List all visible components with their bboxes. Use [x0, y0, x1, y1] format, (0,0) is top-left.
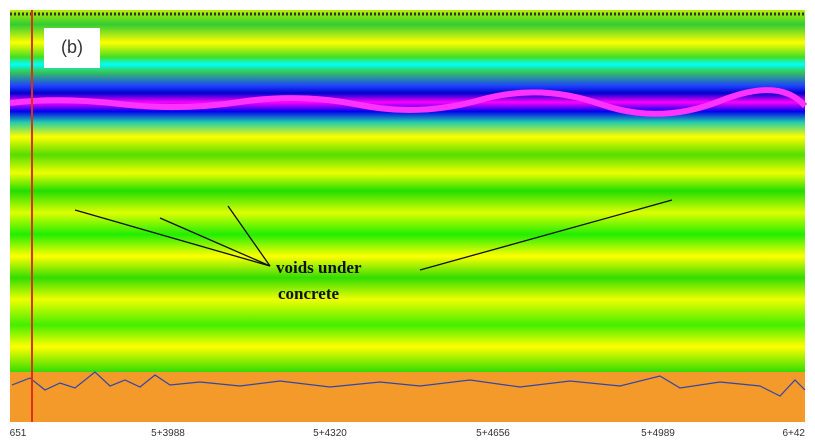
x-tick-label: 5+4320 — [313, 428, 347, 439]
x-tick-label: 6+42 — [782, 428, 805, 439]
arrow — [159, 217, 271, 267]
annotation-text: voids under — [276, 258, 362, 277]
signal-strip — [10, 372, 805, 422]
label-box — [44, 28, 100, 68]
arrow — [419, 199, 673, 271]
arrow — [74, 209, 271, 267]
x-tick-label: 5+4989 — [641, 428, 675, 439]
arrow — [227, 205, 271, 267]
x-tick-label: 5+3988 — [151, 428, 185, 439]
scan-image — [10, 10, 805, 372]
reflection-band — [9, 87, 808, 117]
x-axis: 651 5+3988 5+4320 5+4656 5+4989 6+42 — [10, 428, 806, 439]
x-tick-label: 651 — [10, 428, 27, 439]
annotation-arrows — [74, 199, 673, 271]
annotation-text: concrete — [278, 284, 339, 303]
panel-label: (b) — [61, 37, 83, 57]
x-tick-label: 5+4656 — [476, 428, 510, 439]
signal-trace — [11, 371, 806, 397]
